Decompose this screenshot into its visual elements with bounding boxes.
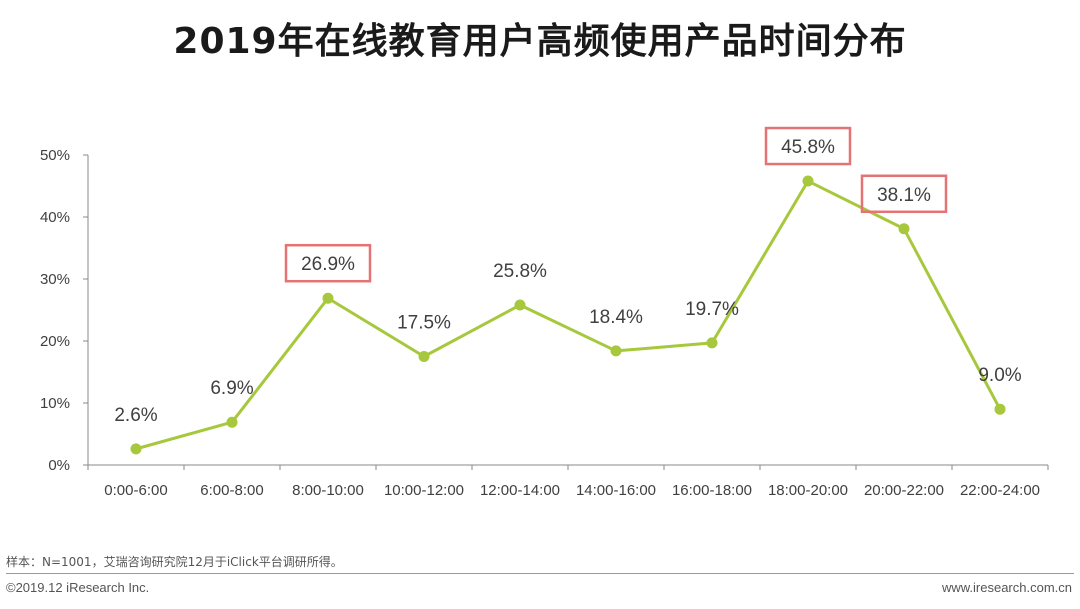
y-tick-label: 40% — [40, 209, 70, 226]
data-point — [610, 345, 622, 357]
data-label: 25.8% — [493, 261, 547, 282]
x-tick-label: 8:00-10:00 — [292, 482, 364, 499]
data-point — [226, 416, 238, 428]
x-tick-label: 20:00-22:00 — [864, 482, 944, 499]
x-tick-label: 22:00-24:00 — [960, 482, 1040, 499]
y-tick-label: 0% — [48, 457, 70, 474]
highlight-box — [284, 243, 372, 283]
x-tick-label: 10:00-12:00 — [384, 482, 464, 499]
source-note: 样本：N=1001，艾瑞咨询研究院12月于iClick平台调研所得。 — [6, 555, 343, 569]
data-label: 38.1% — [877, 185, 931, 206]
y-tick-label: 30% — [40, 271, 70, 288]
website-link[interactable]: www.iresearch.com.cn — [941, 580, 1072, 595]
y-tick-label: 10% — [40, 395, 70, 412]
line-chart: 0% 10% 20% 30% 40% 50% 0:00-6:00 6:00-8:00 8:00-… — [40, 126, 1049, 499]
data-point — [706, 337, 718, 349]
data-label: 2.6% — [114, 405, 157, 426]
data-label: 17.5% — [397, 313, 451, 334]
data-label: 45.8% — [781, 137, 835, 158]
y-tick-label: 50% — [40, 147, 70, 164]
x-tick-label: 12:00-14:00 — [480, 482, 560, 499]
data-point — [994, 403, 1006, 415]
highlight-box — [860, 174, 948, 214]
data-point — [898, 223, 910, 235]
x-tick-label: 18:00-20:00 — [768, 482, 848, 499]
footer-divider — [6, 573, 1074, 574]
y-tick-label: 20% — [40, 333, 70, 350]
data-point — [802, 175, 814, 187]
data-point — [322, 292, 334, 304]
x-tick-label: 16:00-18:00 — [672, 482, 752, 499]
x-tick-label: 6:00-8:00 — [200, 482, 263, 499]
data-label: 9.0% — [978, 365, 1021, 386]
data-label: 19.7% — [685, 299, 739, 320]
highlight-box — [764, 126, 852, 166]
data-point — [514, 299, 526, 311]
data-point — [418, 351, 430, 362]
copyright: ©2019.12 iResearch Inc. — [6, 580, 150, 595]
data-label: 18.4% — [589, 307, 643, 328]
data-label: 26.9% — [301, 254, 355, 275]
data-point — [130, 443, 142, 455]
chart-title: 2019年在线教育用户高频使用产品时间分布 — [173, 21, 907, 62]
x-tick-label: 14:00-16:00 — [576, 482, 656, 499]
x-tick-label: 0:00-6:00 — [104, 482, 167, 499]
series-line — [135, 179, 1002, 451]
data-label: 6.9% — [210, 378, 253, 399]
